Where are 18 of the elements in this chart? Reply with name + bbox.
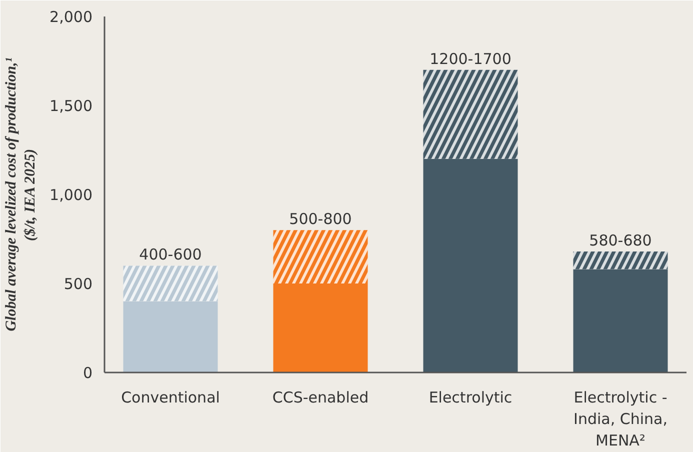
bar xyxy=(273,284,368,372)
x-tick-label: CCS-enabled xyxy=(272,388,369,406)
bar xyxy=(423,158,518,372)
total-label: 1200-1700 xyxy=(430,50,512,68)
bar xyxy=(123,301,218,372)
total-label: 580-680 xyxy=(589,231,652,250)
y-tick-label: 1,000 xyxy=(50,186,93,204)
total-label: 400-600 xyxy=(139,246,202,264)
y-tick-label: 1,500 xyxy=(50,97,93,115)
bar xyxy=(573,269,668,372)
y-tick-label: 0 xyxy=(82,364,93,382)
x-tick-label: Electrolytic xyxy=(428,388,512,406)
x-tick-label: Conventional xyxy=(121,388,220,406)
total-label: 500-800 xyxy=(289,210,352,228)
y-axis-title: Global average levelized cost of production,¹ ($/t, IEA 2025) xyxy=(3,58,39,332)
x-tick-label: Electrolytic - India, China, MENA² xyxy=(574,388,668,450)
y-tick-label: 2,000 xyxy=(50,8,93,26)
y-tick-label: 500 xyxy=(64,275,93,293)
